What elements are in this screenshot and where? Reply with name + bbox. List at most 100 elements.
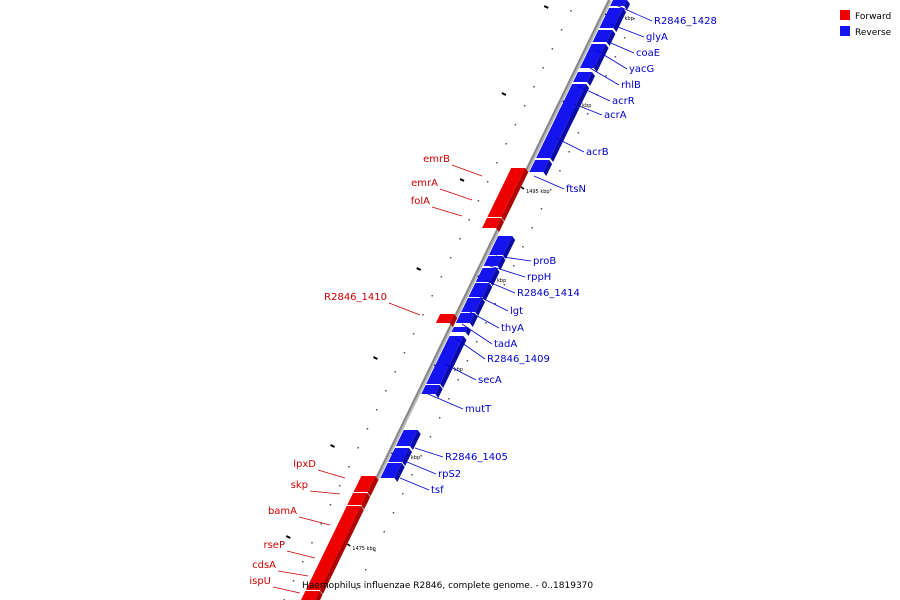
reverse-gene-label: tsf bbox=[431, 485, 444, 496]
minor-tick-right bbox=[466, 360, 469, 362]
gene-leader-line bbox=[388, 302, 421, 316]
forward-gene[interactable] bbox=[482, 218, 504, 232]
minor-tick-right bbox=[559, 170, 561, 172]
gene-features bbox=[301, 0, 630, 600]
gene-shadow bbox=[593, 44, 609, 72]
forward-gene-label: skp bbox=[291, 480, 308, 491]
forward-gene[interactable] bbox=[322, 506, 364, 559]
reverse-gene[interactable] bbox=[455, 313, 478, 327]
forward-gene[interactable] bbox=[301, 591, 323, 600]
gene-body bbox=[487, 196, 512, 217]
legend-forward-label: Forward bbox=[855, 12, 891, 22]
reverse-gene-label: proB bbox=[533, 256, 556, 267]
tick-mark-left bbox=[543, 5, 549, 9]
gene-leader-line bbox=[454, 337, 486, 360]
gene-leader-line bbox=[555, 137, 585, 153]
minor-tick-left bbox=[375, 409, 378, 411]
reverse-gene[interactable] bbox=[483, 256, 506, 270]
reverse-gene[interactable] bbox=[468, 283, 493, 301]
gene-body bbox=[435, 314, 455, 323]
minor-tick-right bbox=[392, 512, 395, 514]
minor-tick-right bbox=[503, 284, 506, 286]
reverse-gene[interactable] bbox=[388, 448, 412, 466]
gene-labels: emrB emrA folA R2846_1410 lpxD skp bamA rseP cds… bbox=[249, 5, 717, 594]
gene-shadow bbox=[496, 218, 504, 232]
gene-shadow bbox=[543, 160, 553, 176]
forward-gene[interactable] bbox=[353, 476, 379, 496]
gene-leader-line bbox=[577, 85, 611, 102]
minor-tick-right bbox=[401, 493, 404, 495]
reverse-gene[interactable] bbox=[529, 160, 553, 176]
reverse-gene-label: R2846_1405 bbox=[445, 452, 508, 463]
gene-leader-line bbox=[617, 5, 653, 22]
reverse-gene-label: mutT bbox=[465, 404, 492, 415]
gene-shadow bbox=[501, 196, 515, 221]
gene-body bbox=[347, 493, 368, 505]
forward-gene[interactable] bbox=[347, 493, 371, 509]
reverse-gene[interactable] bbox=[475, 268, 500, 286]
reverse-gene[interactable] bbox=[579, 44, 609, 72]
reverse-gene[interactable] bbox=[421, 385, 443, 398]
gene-leader-line bbox=[427, 393, 464, 410]
minor-tick-right bbox=[420, 455, 422, 457]
minor-tick-left bbox=[570, 10, 572, 12]
tick-mark-left bbox=[330, 444, 336, 448]
gene-leader-line bbox=[595, 49, 628, 70]
tick-mark bbox=[520, 186, 525, 190]
gene-shadow bbox=[327, 555, 340, 579]
gene-body bbox=[426, 336, 464, 384]
forward-gene-label: cdsA bbox=[252, 560, 276, 571]
minor-tick-right bbox=[512, 265, 515, 267]
minor-tick-right bbox=[623, 37, 626, 39]
minor-tick-right bbox=[531, 227, 533, 229]
minor-tick-right bbox=[522, 246, 524, 248]
minor-tick-left bbox=[505, 143, 507, 145]
minor-tick-marks bbox=[283, 10, 635, 600]
gene-shadow bbox=[587, 72, 595, 86]
gene-shadow bbox=[502, 236, 516, 259]
reverse-gene[interactable] bbox=[610, 0, 630, 10]
forward-gene[interactable] bbox=[487, 196, 515, 221]
tick-mark-left bbox=[372, 356, 378, 360]
gene-body bbox=[536, 104, 577, 158]
tick-mark-left bbox=[416, 267, 422, 271]
reverse-gene[interactable] bbox=[573, 72, 595, 86]
minor-tick-left bbox=[366, 428, 369, 430]
forward-gene[interactable] bbox=[313, 555, 340, 579]
reverse-gene[interactable] bbox=[488, 236, 516, 259]
reverse-gene[interactable] bbox=[599, 8, 627, 32]
minor-tick-right bbox=[457, 379, 459, 381]
reverse-gene[interactable] bbox=[461, 298, 485, 316]
gene-leader-line bbox=[444, 363, 477, 381]
gene-body bbox=[468, 283, 490, 297]
minor-tick-left bbox=[431, 295, 433, 297]
gene-shadow bbox=[409, 430, 421, 450]
gene-body bbox=[461, 298, 482, 312]
reverse-gene-label: R2846_1409 bbox=[487, 354, 550, 365]
reverse-gene-label: acrA bbox=[604, 110, 627, 121]
gene-leader-line bbox=[495, 255, 532, 262]
minor-tick-left bbox=[422, 314, 424, 316]
gene-leader-line bbox=[603, 39, 635, 54]
minor-tick-right bbox=[577, 132, 580, 134]
forward-gene[interactable] bbox=[435, 314, 458, 327]
gene-body bbox=[562, 84, 587, 104]
gene-leader-line bbox=[431, 206, 463, 217]
reverse-gene[interactable] bbox=[426, 336, 467, 388]
minor-tick-left bbox=[329, 504, 332, 506]
gene-leader-line bbox=[286, 550, 316, 559]
forward-gene[interactable] bbox=[305, 575, 331, 594]
reverse-gene-label: lgt bbox=[510, 306, 523, 317]
gene-leader-line bbox=[298, 516, 331, 526]
reverse-gene-label: ftsN bbox=[566, 184, 586, 195]
reverse-gene[interactable] bbox=[536, 104, 580, 162]
reverse-gene[interactable] bbox=[395, 430, 421, 450]
gene-shadow bbox=[511, 168, 529, 200]
minor-tick-left bbox=[551, 48, 554, 50]
reverse-gene[interactable] bbox=[380, 463, 405, 482]
gene-leader-line bbox=[573, 103, 603, 116]
reverse-gene-label: R2846_1428 bbox=[654, 16, 717, 27]
forward-gene[interactable] bbox=[497, 168, 529, 200]
minor-tick-left bbox=[403, 352, 406, 354]
gene-shadow bbox=[613, 8, 627, 32]
